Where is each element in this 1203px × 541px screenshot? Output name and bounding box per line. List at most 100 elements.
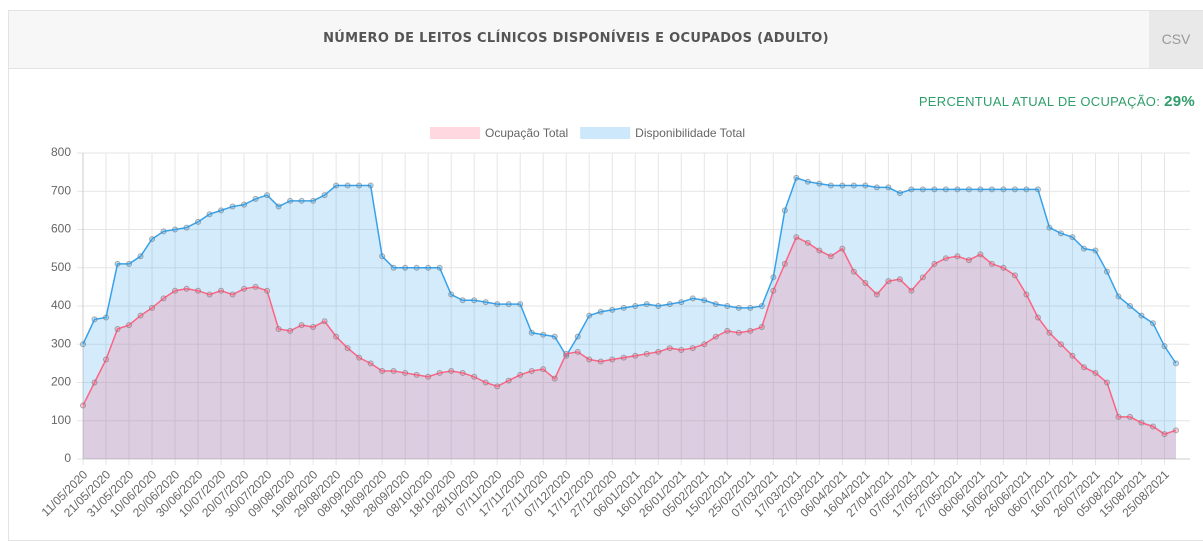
data-point [643, 301, 650, 308]
data-point [770, 274, 777, 281]
data-point [379, 368, 386, 375]
data-point [563, 350, 570, 357]
data-point [781, 207, 788, 214]
data-point [1149, 423, 1156, 430]
data-point [827, 253, 834, 260]
data-point [471, 373, 478, 380]
data-point [264, 287, 271, 294]
data-point [195, 287, 202, 294]
data-point [80, 402, 86, 409]
data-point [344, 182, 351, 189]
data-point [712, 301, 719, 308]
data-point [114, 325, 121, 332]
y-tick-label: 400 [51, 298, 71, 312]
data-point [632, 303, 639, 309]
data-point [298, 197, 305, 204]
data-point [1046, 224, 1053, 231]
data-point [574, 333, 581, 340]
data-point [931, 186, 938, 193]
data-point [540, 331, 547, 338]
data-point [666, 345, 673, 352]
data-point [977, 186, 984, 193]
data-point [827, 182, 834, 189]
data-point [793, 174, 800, 181]
data-point [908, 186, 915, 193]
data-point [1034, 314, 1041, 321]
y-tick-label: 0 [64, 451, 71, 465]
y-tick-label: 700 [51, 183, 71, 197]
data-point [747, 327, 754, 334]
data-point [356, 182, 363, 189]
data-point [183, 285, 190, 292]
data-point [597, 308, 604, 315]
data-point [574, 348, 581, 355]
data-point [241, 201, 248, 208]
data-point [816, 247, 823, 254]
data-point [425, 264, 432, 271]
data-point [252, 283, 259, 290]
data-point [712, 333, 719, 340]
data-point [1161, 343, 1168, 350]
data-point [264, 192, 271, 199]
data-point [206, 291, 213, 298]
data-point [908, 287, 915, 294]
data-point [149, 304, 156, 311]
data-point [275, 203, 282, 210]
data-point [1011, 272, 1018, 279]
data-point [471, 297, 478, 304]
data-point [1149, 320, 1156, 327]
data-point [298, 322, 305, 329]
data-point [862, 182, 869, 189]
data-point [402, 369, 409, 376]
data-point [1161, 431, 1168, 438]
data-point [632, 352, 639, 359]
data-point [137, 312, 144, 319]
data-point [160, 295, 167, 302]
occupancy-value: 29% [1164, 93, 1195, 110]
data-point [816, 180, 823, 187]
data-point [643, 350, 650, 357]
legend-swatch [430, 127, 480, 139]
data-point [793, 234, 800, 241]
data-point [919, 186, 926, 193]
data-point [1138, 312, 1145, 319]
data-point [609, 306, 616, 313]
data-point [724, 327, 731, 334]
data-point [275, 325, 282, 332]
data-point [758, 303, 765, 309]
data-point [678, 299, 685, 306]
data-point [195, 218, 202, 225]
data-point [609, 356, 616, 363]
data-point [1126, 303, 1133, 309]
data-point [367, 182, 374, 189]
data-point [103, 314, 110, 321]
data-point [91, 379, 98, 386]
y-tick-label: 200 [51, 375, 71, 389]
data-point [1057, 230, 1064, 237]
data-point [310, 197, 317, 204]
occupancy-label: PERCENTUAL ATUAL DE OCUPAÇÃO: [918, 94, 1161, 109]
data-point [494, 383, 501, 390]
data-point [229, 203, 236, 210]
data-point [770, 287, 777, 294]
data-point [804, 239, 811, 246]
data-point [701, 341, 708, 348]
data-point [942, 186, 949, 193]
csv-button[interactable]: CSV [1149, 11, 1203, 68]
data-point [850, 268, 857, 275]
data-point [735, 329, 742, 336]
y-tick-label: 300 [51, 336, 71, 350]
data-point [724, 303, 731, 309]
data-point [954, 186, 961, 193]
data-point [689, 295, 696, 302]
data-point [896, 276, 903, 283]
data-point [402, 264, 409, 271]
data-point [977, 251, 984, 258]
data-point [1023, 186, 1030, 193]
data-point [1034, 186, 1041, 193]
data-point [839, 182, 846, 189]
area-fill [83, 177, 1176, 460]
data-point [160, 228, 167, 235]
data-point [873, 291, 880, 298]
data-point [321, 192, 328, 199]
